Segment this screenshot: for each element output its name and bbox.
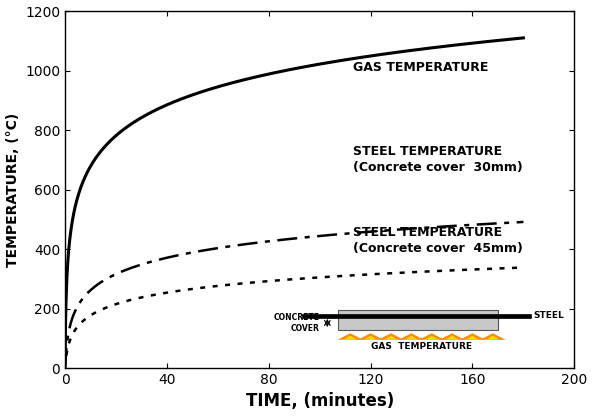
Polygon shape <box>439 333 465 340</box>
Polygon shape <box>419 333 445 340</box>
Text: STEEL TEMPERATURE
(Concrete cover  30mm): STEEL TEMPERATURE (Concrete cover 30mm) <box>353 145 522 174</box>
Text: GAS TEMPERATURE: GAS TEMPERATURE <box>353 61 488 74</box>
Polygon shape <box>344 336 356 340</box>
Text: GAS  TEMPERATURE: GAS TEMPERATURE <box>371 342 472 351</box>
Polygon shape <box>480 333 506 340</box>
Polygon shape <box>460 333 485 340</box>
Polygon shape <box>398 333 424 340</box>
Polygon shape <box>337 333 363 340</box>
Polygon shape <box>385 336 397 340</box>
X-axis label: TIME, (minutes): TIME, (minutes) <box>246 392 394 411</box>
Bar <box>337 310 498 330</box>
Bar <box>302 314 531 317</box>
Y-axis label: TEMPERATURE, (°C): TEMPERATURE, (°C) <box>5 112 20 267</box>
Polygon shape <box>486 336 499 340</box>
Polygon shape <box>364 336 377 340</box>
Bar <box>302 302 531 352</box>
Polygon shape <box>466 336 479 340</box>
Polygon shape <box>358 333 383 340</box>
Polygon shape <box>425 336 438 340</box>
Text: STEEL TEMPERATURE
(Concrete cover  45mm): STEEL TEMPERATURE (Concrete cover 45mm) <box>353 225 522 255</box>
Polygon shape <box>446 336 458 340</box>
Text: CONCRETE
COVER: CONCRETE COVER <box>274 313 320 333</box>
Polygon shape <box>405 336 417 340</box>
Polygon shape <box>378 333 404 340</box>
Text: STEEL: STEEL <box>534 312 565 320</box>
